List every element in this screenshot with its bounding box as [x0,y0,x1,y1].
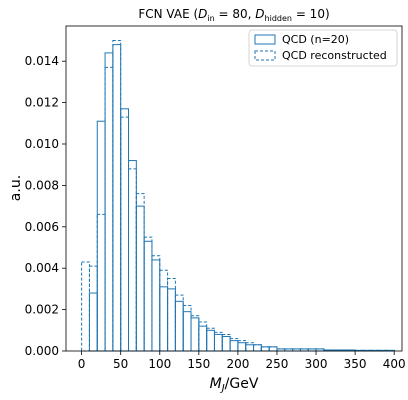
y-tick-label: 0.008 [25,178,59,192]
x-axis: 0 50 100 150 200 250 300 350 400 [78,351,406,371]
legend-swatch-qcd-reconstructed [254,50,276,61]
x-tick-label: 0 [78,357,86,371]
y-tick-label: 0.002 [25,303,59,317]
legend-swatch-qcd [254,34,276,45]
x-axis-label: MJ/GeV [210,376,259,394]
y-axis-label: a.u. [8,175,24,201]
plot-frame [65,25,403,352]
x-tick-label: 100 [148,357,171,371]
x-tick-label: 200 [226,357,249,371]
x-tick-label: 150 [187,357,210,371]
legend-label-qcd: QCD (n=20) [282,33,349,46]
x-tick-label: 350 [344,357,367,371]
legend-label-qcd-reconstructed: QCD reconstructed [282,49,387,62]
x-tick-label: 250 [266,357,289,371]
x-tick-label: 300 [305,357,328,371]
x-tick-label: 50 [113,357,128,371]
legend-box [248,29,398,67]
y-tick-label: 0.014 [25,54,59,68]
legend: QCD (n=20) QCD reconstructed [248,29,398,67]
bar-qcd-reconstructed-7 [135,193,145,352]
y-tick-label: 0.010 [25,137,59,151]
y-tick-label: 0.012 [25,96,59,110]
x-tick-label: 400 [383,357,406,371]
chart-title: FCN VAE (Din = 80, Dhidden = 10) [138,7,329,23]
y-tick-label: 0.000 [25,344,59,358]
y-tick-label: 0.006 [25,220,59,234]
y-tick-label: 0.004 [25,261,59,275]
y-axis: 0.000 0.002 0.004 0.006 0.008 0.010 0.012 0.014 [25,54,66,358]
